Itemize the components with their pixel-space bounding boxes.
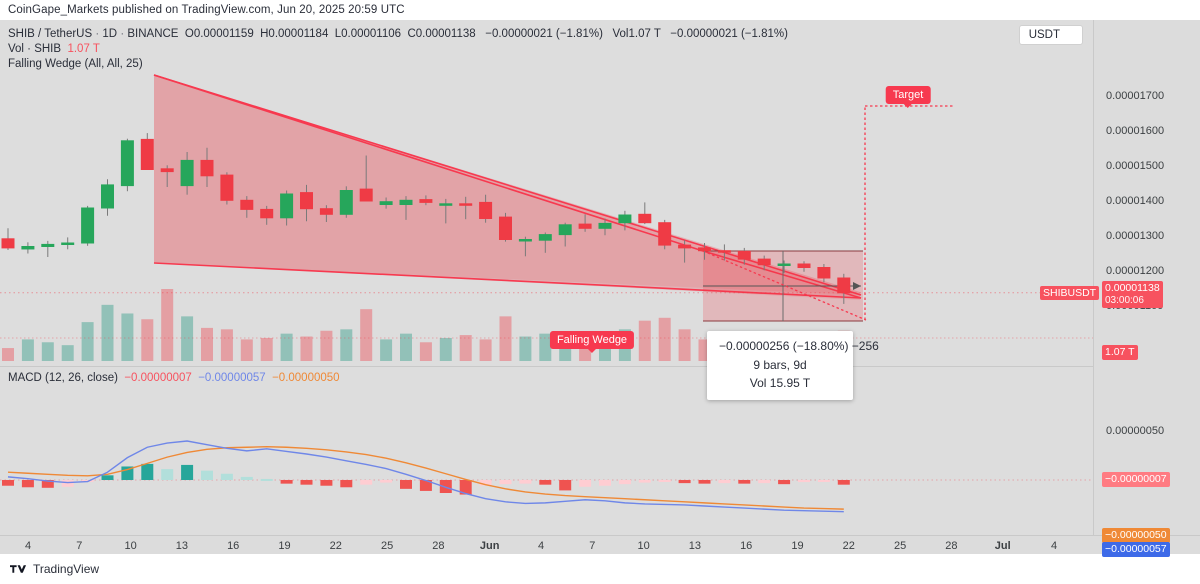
macd-legend-macd: −0.00000057 — [198, 372, 266, 384]
macd-tick-label: 0.00000050 — [1106, 425, 1165, 437]
pane-divider[interactable] — [0, 366, 1093, 367]
currency-selector-label: USDT — [1028, 29, 1060, 41]
volume-legend-label[interactable]: Vol · SHIB — [8, 43, 62, 55]
legend-volume-change: −0.00000021 (−1.81%) — [670, 28, 788, 40]
time-tick-label: Jul — [994, 540, 1011, 552]
last-price-value: 0.00001138 — [1105, 281, 1160, 294]
macd-pane[interactable]: MACD (12, 26, close) −0.00000007 −0.0000… — [0, 368, 1093, 535]
time-tick-label: 16 — [227, 540, 240, 552]
publisher-credit: CoinGape_Markets published on TradingVie… — [0, 0, 1200, 20]
time-tick-label: 28 — [432, 540, 445, 552]
time-axis[interactable]: 4 7 10 13 16 19 22 25 28 Jun 4 7 10 13 16 19 22 25 28 Jul 4 — [0, 535, 1200, 554]
tradingview-logo-icon — [10, 563, 27, 575]
measurement-volume: Vol 15.95 T — [749, 376, 811, 391]
last-price-badge: 0.00001138 03:00:06 — [1102, 280, 1163, 309]
macd-legend-signal: −0.00000050 — [272, 372, 340, 384]
currency-selector[interactable]: USDT — [1018, 25, 1083, 45]
time-tick-label: 10 — [124, 540, 137, 552]
time-tick-label: 4 — [1050, 540, 1058, 552]
time-tick-label: 19 — [278, 540, 291, 552]
time-tick-label: 16 — [740, 540, 753, 552]
time-tick-label: 25 — [380, 540, 394, 552]
time-tick-label: Jun — [479, 540, 500, 552]
legend-symbol[interactable]: SHIB / TetherUS — [8, 28, 93, 40]
time-tick-label: 10 — [637, 540, 650, 552]
measurement-bars: 9 bars, 9d — [753, 357, 807, 372]
footer: TradingView — [0, 554, 1200, 584]
volume-legend-value: 1.07 T — [67, 43, 100, 55]
time-tick-label: 22 — [842, 540, 855, 552]
chart-body: SHIB / TetherUS · 1D · BINANCE O0.000011… — [0, 20, 1200, 558]
price-tick-label: 0.00001300 — [1106, 230, 1165, 242]
time-tick-label: 4 — [24, 540, 32, 552]
time-tick-label: 4 — [537, 540, 545, 552]
price-tick-label: 0.00001200 — [1106, 265, 1165, 277]
macd-legend-hist: −0.00000007 — [124, 372, 192, 384]
price-plot — [0, 74, 1093, 361]
price-tick-label: 0.00001400 — [1106, 195, 1165, 207]
time-tick-label: 7 — [76, 540, 83, 552]
legend-close: C0.00001138 — [407, 28, 476, 40]
time-tick-label: 28 — [945, 540, 958, 552]
price-tick-label: 0.00001700 — [1106, 90, 1165, 102]
measurement-change: −0.00000256 (−18.80%) −256 — [719, 339, 879, 353]
price-pane[interactable]: SHIB / TetherUS · 1D · BINANCE O0.000011… — [0, 20, 1093, 400]
time-tick-label: 22 — [329, 540, 342, 552]
legend-low: L0.00001106 — [334, 28, 402, 40]
macd-signal-badge: −0.00000050 — [1102, 528, 1170, 544]
macd-hist-badge: −0.00000007 — [1102, 472, 1170, 488]
time-tick-label: 13 — [175, 540, 189, 552]
macd-legend: MACD (12, 26, close) −0.00000007 −0.0000… — [8, 372, 340, 384]
price-axis[interactable]: 0.00001700 0.00001600 0.00001500 0.00001400… — [1093, 20, 1200, 558]
legend-interval[interactable]: 1D — [102, 28, 118, 40]
pattern-legend[interactable]: Falling Wedge (All, All, 25) — [8, 58, 143, 70]
chart-legend-ohlc: SHIB / TetherUS · 1D · BINANCE O0.000011… — [8, 28, 788, 40]
volume-badge: 1.07 T — [1102, 345, 1138, 361]
legend-open: O0.00001159 — [184, 28, 254, 40]
legend-exchange[interactable]: BINANCE — [127, 28, 179, 40]
macd-plot — [0, 440, 1093, 513]
legend-high: H0.00001184 — [260, 28, 329, 40]
measurement-tooltip: −0.00000256 (−18.80%) −256 9 bars, 9d Vo… — [707, 331, 879, 400]
legend-volume: Vol1.07 T — [612, 28, 661, 40]
price-tick-label: 0.00001600 — [1106, 125, 1165, 137]
macd-legend-title[interactable]: MACD (12, 26, close) — [8, 372, 118, 384]
price-tick-label: 0.00001500 — [1106, 160, 1165, 172]
time-tick-label: 19 — [791, 540, 804, 552]
volume-legend: Vol · SHIB 1.07 T — [8, 43, 100, 55]
time-tick-label: 7 — [589, 540, 596, 552]
time-tick-label: 25 — [893, 540, 907, 552]
target-label[interactable]: Target — [885, 86, 931, 108]
symbol-price-tag: SHIBUSDT — [1040, 285, 1100, 300]
footer-brand: TradingView — [33, 562, 100, 576]
bar-countdown: 03:00:06 — [1105, 294, 1144, 306]
legend-change: −0.00000021 (−1.81%) — [485, 28, 603, 40]
falling-wedge-label[interactable]: Falling Wedge — [549, 331, 635, 353]
macd-line-badge: −0.00000057 — [1102, 542, 1170, 558]
time-tick-label: 13 — [688, 540, 702, 552]
